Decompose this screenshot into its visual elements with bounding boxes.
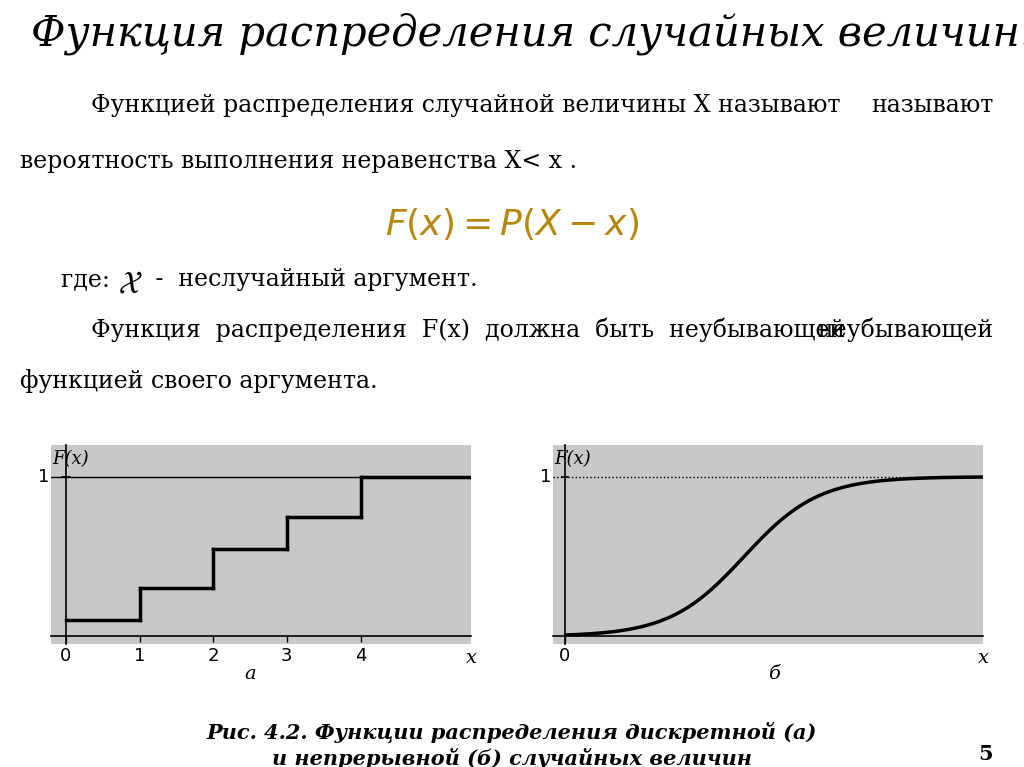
Text: 1: 1: [38, 468, 50, 486]
Text: F(x): F(x): [554, 449, 591, 468]
Text: вероятность выполнения неравенства X< x .: вероятность выполнения неравенства X< x …: [20, 150, 578, 173]
Text: функцией своего аргумента.: функцией своего аргумента.: [20, 370, 378, 393]
Text: Функция  распределения  F(x)  должна  быть  неубывающей: Функция распределения F(x) должна быть н…: [61, 318, 846, 342]
Text: 5: 5: [979, 743, 993, 764]
Text: Рис. 4.2. Функции распределения дискретной (a): Рис. 4.2. Функции распределения дискретн…: [207, 723, 817, 743]
Text: Функция распределения случайных величин.: Функция распределения случайных величин.: [31, 13, 1024, 55]
Text: F(x): F(x): [52, 449, 89, 468]
Text: $\mathit{F(x) = P(X - x)}$: $\mathit{F(x) = P(X - x)}$: [385, 206, 639, 242]
Text: -  неслучайный аргумент.: - неслучайный аргумент.: [148, 268, 478, 291]
Text: 1: 1: [541, 468, 552, 486]
Text: Функцией распределения случайной величины X называют: Функцией распределения случайной величин…: [61, 94, 841, 117]
Text: и непрерывной (б) случайных величин: и непрерывной (б) случайных величин: [272, 748, 752, 767]
Text: x: x: [466, 649, 476, 667]
Text: а: а: [245, 665, 256, 683]
Text: неубывающей: неубывающей: [817, 318, 993, 342]
Text: x: x: [978, 649, 988, 667]
Text: б: б: [768, 665, 780, 683]
Text: $\mathcal{X}$: $\mathcal{X}$: [118, 268, 142, 299]
Text: где:: где:: [61, 268, 118, 291]
Text: называют: называют: [870, 94, 993, 117]
